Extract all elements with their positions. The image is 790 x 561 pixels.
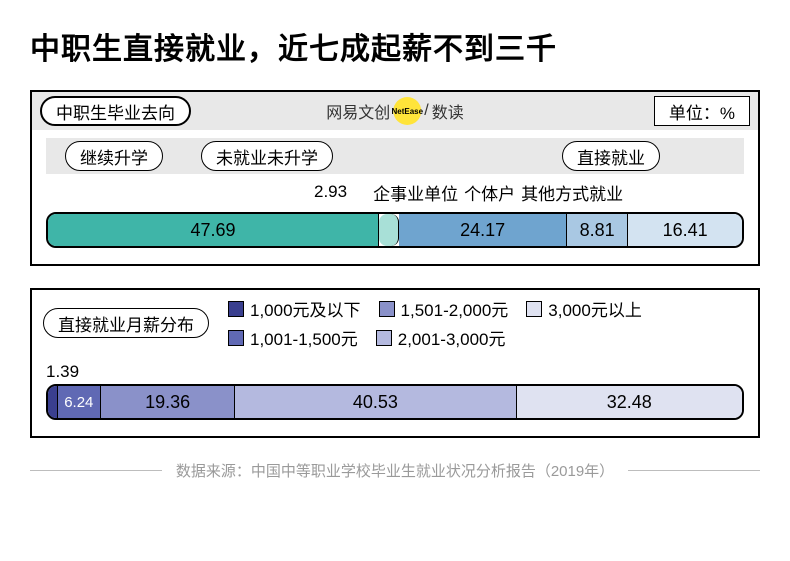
chart1-panel: 中职生毕业去向 网易文创 NetEase / 数读 单位：% 继续升学 未就业未… <box>30 90 760 266</box>
chart2-seg-4: 32.48 <box>517 386 742 418</box>
legend-item: 1,000元及以下 <box>228 296 361 321</box>
subcat-other: 其他方式就业 <box>521 180 623 205</box>
chart1-seg-enterprise: 24.17 <box>399 214 567 246</box>
legend-item: 1,501-2,000元 <box>379 296 509 321</box>
chart1-section-title: 中职生毕业去向 <box>40 96 191 126</box>
legend-swatch <box>379 301 395 317</box>
chart1-category-row: 继续升学 未就业未升学 直接就业 <box>46 138 744 174</box>
logo-slash: / <box>424 102 428 120</box>
source-line-left <box>30 470 162 471</box>
logo-badge: NetEase <box>393 97 421 125</box>
chart1-seg-self: 8.81 <box>567 214 628 246</box>
legend-item: 2,001-3,000元 <box>376 325 506 350</box>
legend-item: 3,000元以上 <box>526 296 642 321</box>
chart2-seg-1: 6.24 <box>58 386 101 418</box>
chart2-seg-0 <box>48 386 58 418</box>
chart2-body: 1.39 6.2419.3640.5332.48 <box>32 356 758 436</box>
legend-label: 2,001-3,000元 <box>398 325 506 350</box>
legend-label: 1,001-1,500元 <box>250 325 358 350</box>
cat-employed: 直接就业 <box>562 141 660 171</box>
chart1-seg-neither <box>379 214 399 246</box>
legend-swatch <box>228 301 244 317</box>
legend-label: 1,501-2,000元 <box>401 296 509 321</box>
chart1-subcat-row: 2.93 企事业单位 个体户 其他方式就业 <box>46 178 744 206</box>
logo-right: 数读 <box>432 99 464 123</box>
legend-item: 1,001-1,500元 <box>228 325 358 350</box>
legend-label: 3,000元以上 <box>548 296 642 321</box>
chart2-legend: 1,000元及以下 1,501-2,000元 3,000元以上 1,001-1,500… <box>228 296 748 350</box>
chart1-body: 继续升学 未就业未升学 直接就业 2.93 企事业单位 个体户 其他方式就业 4… <box>32 130 758 264</box>
legend-swatch <box>228 330 244 346</box>
value-neither-above: 2.93 <box>314 182 347 202</box>
source-line-right <box>628 470 760 471</box>
source-text: 数据来源：中国中等职业学校毕业生就业状况分析报告（2019年） <box>176 460 614 481</box>
cat-continue: 继续升学 <box>65 141 163 171</box>
legend-swatch <box>376 330 392 346</box>
unit-label: 单位：% <box>654 96 750 126</box>
chart1-header: 中职生毕业去向 网易文创 NetEase / 数读 单位：% <box>32 92 758 130</box>
subcat-self: 个体户 <box>464 180 515 205</box>
subcat-enterprise: 企事业单位 <box>373 180 458 205</box>
legend-swatch <box>526 301 542 317</box>
chart1-seg-other: 16.41 <box>628 214 742 246</box>
chart2-header: 直接就业月薪分布 1,000元及以下1,501-2,000元3,000元以上1,… <box>32 290 758 356</box>
chart1-bar: 47.69 24.178.8116.41 <box>46 212 744 248</box>
brand-logo: 网易文创 NetEase / 数读 <box>326 97 463 125</box>
chart2-panel: 直接就业月薪分布 1,000元及以下1,501-2,000元3,000元以上1,… <box>30 288 760 438</box>
source-row: 数据来源：中国中等职业学校毕业生就业状况分析报告（2019年） <box>30 460 760 481</box>
chart2-section-title: 直接就业月薪分布 <box>43 308 209 338</box>
chart2-seg-3: 40.53 <box>235 386 516 418</box>
legend-label: 1,000元及以下 <box>250 296 361 321</box>
value-1.39-above: 1.39 <box>46 362 744 382</box>
cat-neither: 未就业未升学 <box>201 141 333 171</box>
chart1-seg-continue: 47.69 <box>48 214 379 246</box>
chart2-seg-2: 19.36 <box>101 386 235 418</box>
main-title: 中职生直接就业，近七成起薪不到三千 <box>30 24 760 68</box>
logo-left: 网易文创 <box>326 99 390 123</box>
chart2-bar: 6.2419.3640.5332.48 <box>46 384 744 420</box>
